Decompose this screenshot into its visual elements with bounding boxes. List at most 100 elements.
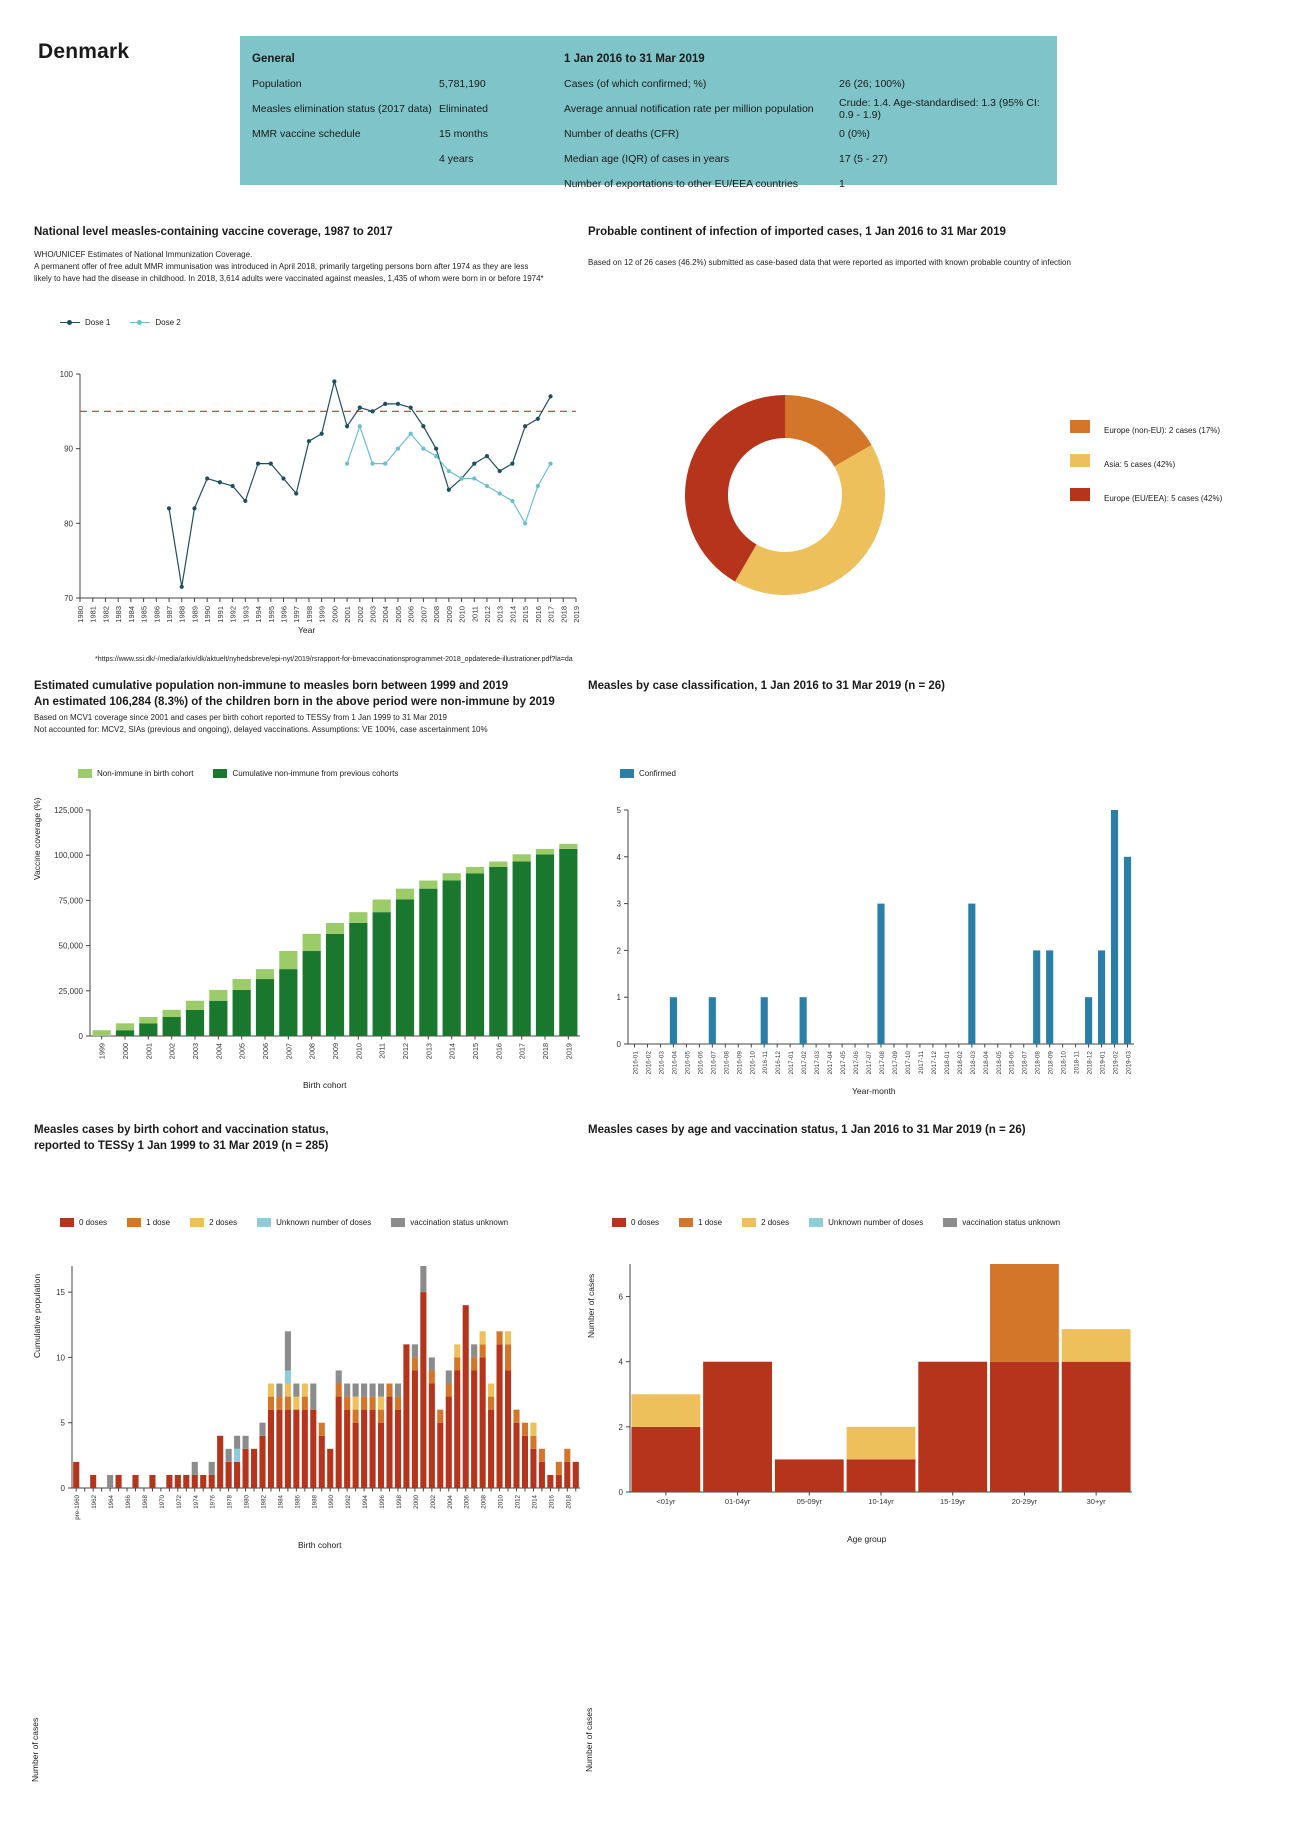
svg-text:1978: 1978 xyxy=(227,1494,234,1508)
svg-text:1997: 1997 xyxy=(292,606,301,623)
svg-text:2017-06: 2017-06 xyxy=(853,1051,860,1075)
svg-text:1990: 1990 xyxy=(328,1494,335,1508)
svg-text:2018-08: 2018-08 xyxy=(1035,1051,1042,1075)
x-axis-title: Year-month xyxy=(852,1086,896,1096)
legend-item[interactable]: Unknown number of doses xyxy=(257,1218,371,1227)
svg-text:10: 10 xyxy=(56,1353,65,1362)
legend-label: Europe (non-EU): 2 cases (17%) xyxy=(1104,426,1221,435)
x-axis-title: Birth cohort xyxy=(298,1540,342,1550)
legend-item-dose1[interactable]: Dose 1 xyxy=(60,318,110,327)
svg-text:2005: 2005 xyxy=(238,1043,247,1059)
legend-label: 2 doses xyxy=(761,1218,790,1227)
legend-label: 1 dose xyxy=(698,1218,723,1227)
svg-text:2017-09: 2017-09 xyxy=(892,1051,899,1075)
svg-text:2016-05: 2016-05 xyxy=(684,1051,691,1075)
legend-item[interactable]: 1 dose xyxy=(679,1218,722,1227)
legend-item-non-immune-in-cohort[interactable]: Non-immune in birth cohort xyxy=(78,769,193,778)
info-value: Eliminated xyxy=(439,102,489,115)
svg-text:1999: 1999 xyxy=(318,606,327,623)
svg-text:2019-02: 2019-02 xyxy=(1113,1051,1120,1075)
svg-text:2016: 2016 xyxy=(548,1494,555,1508)
y-axis-title: Number of cases xyxy=(30,1717,40,1782)
legend-label: Confirmed xyxy=(639,769,676,778)
info-period-header: 1 Jan 2016 to 31 Mar 2019 xyxy=(564,52,705,65)
svg-text:2010: 2010 xyxy=(498,1494,505,1508)
svg-text:2: 2 xyxy=(619,1423,624,1432)
svg-text:25,000: 25,000 xyxy=(59,987,84,996)
legend-item[interactable]: 1 dose xyxy=(127,1218,170,1227)
svg-text:2018-09: 2018-09 xyxy=(1048,1051,1055,1075)
svg-text:90: 90 xyxy=(64,445,73,454)
color-swatch-icon xyxy=(612,1218,626,1227)
panel3-title-line1: Estimated cumulative population non-immu… xyxy=(34,680,509,692)
legend-item[interactable]: 2 doses xyxy=(190,1218,237,1227)
info-value: 17 (5 - 27) xyxy=(839,152,888,165)
svg-text:1970: 1970 xyxy=(159,1494,166,1508)
svg-text:2017-07: 2017-07 xyxy=(866,1051,873,1075)
color-swatch-icon xyxy=(1070,420,1090,433)
info-label: Population xyxy=(252,77,302,90)
svg-text:4: 4 xyxy=(619,1358,624,1367)
legend-item-cumulative-non-immune[interactable]: Cumulative non-immune from previous coho… xyxy=(213,769,398,778)
color-swatch-icon xyxy=(1070,454,1090,467)
legend-item[interactable]: 0 doses xyxy=(612,1218,659,1227)
svg-text:70: 70 xyxy=(64,594,73,603)
dose2-line-icon xyxy=(130,320,151,326)
panel5-legend: 0 doses 1 dose 2 doses Unknown number of do… xyxy=(60,1218,522,1227)
svg-text:2016-03: 2016-03 xyxy=(658,1051,665,1075)
svg-text:2012: 2012 xyxy=(401,1043,410,1059)
svg-text:1983: 1983 xyxy=(114,606,123,623)
legend-label: vaccination status unknown xyxy=(410,1218,509,1227)
svg-text:0: 0 xyxy=(79,1032,84,1041)
legend-item[interactable]: Unknown number of doses xyxy=(809,1218,923,1227)
info-general-header: General xyxy=(252,52,295,65)
svg-text:2008: 2008 xyxy=(432,606,441,623)
svg-text:2017-05: 2017-05 xyxy=(840,1051,847,1075)
svg-text:2018: 2018 xyxy=(541,1043,550,1059)
color-swatch-icon xyxy=(943,1218,958,1227)
legend-label: 2 doses xyxy=(209,1218,238,1227)
legend-item[interactable]: Asia: 5 cases (42%) xyxy=(1070,454,1222,472)
legend-item[interactable]: vaccination status unknown xyxy=(943,1218,1060,1227)
svg-text:2009: 2009 xyxy=(445,606,454,623)
svg-text:2017: 2017 xyxy=(518,1043,527,1059)
svg-text:2016-07: 2016-07 xyxy=(710,1051,717,1075)
table-row: Number of exportations to other EU/EEA c… xyxy=(564,171,1045,196)
legend-item[interactable]: 0 doses xyxy=(60,1218,107,1227)
legend-item[interactable]: vaccination status unknown xyxy=(391,1218,508,1227)
legend-item-confirmed[interactable]: Confirmed xyxy=(620,769,676,778)
svg-text:1982: 1982 xyxy=(261,1494,268,1508)
svg-text:1964: 1964 xyxy=(108,1494,115,1508)
svg-text:2018-12: 2018-12 xyxy=(1087,1051,1094,1075)
legend-label: Asia: 5 cases (42%) xyxy=(1104,460,1176,469)
panel5-title-line2: reported to TESSy 1 Jan 1999 to 31 Mar 2… xyxy=(34,1140,329,1152)
panel1-subtitle-line2: A permanent offer of free adult MMR immu… xyxy=(34,262,529,271)
svg-text:2: 2 xyxy=(617,946,622,955)
age-group-vaccination-status-chart: Number of cases 0 2 4 6 <01yr 01-04yr 05-09yr 1… xyxy=(582,1252,1142,1772)
svg-text:2014: 2014 xyxy=(531,1494,538,1508)
svg-text:2006: 2006 xyxy=(261,1043,270,1059)
svg-text:1986: 1986 xyxy=(294,1494,301,1508)
legend-item[interactable]: Europe (non-EU): 2 cases (17%) xyxy=(1070,420,1222,438)
legend-item[interactable]: 2 doses xyxy=(742,1218,789,1227)
table-row: Median age (IQR) of cases in years 17 (5 … xyxy=(564,146,1045,171)
svg-text:2007: 2007 xyxy=(419,606,428,623)
svg-text:2010: 2010 xyxy=(458,606,467,623)
svg-text:1989: 1989 xyxy=(190,606,199,623)
legend-label: Unknown number of doses xyxy=(828,1218,924,1227)
svg-text:4: 4 xyxy=(617,853,622,862)
svg-text:1992: 1992 xyxy=(229,606,238,623)
svg-text:2017: 2017 xyxy=(547,606,556,623)
svg-text:2017-01: 2017-01 xyxy=(788,1051,795,1075)
svg-text:1962: 1962 xyxy=(91,1494,98,1508)
table-row: Measles elimination status (2017 data) El… xyxy=(252,96,540,121)
legend-item-dose2[interactable]: Dose 2 xyxy=(130,318,181,327)
svg-text:125,000: 125,000 xyxy=(54,806,83,815)
svg-text:2016-11: 2016-11 xyxy=(762,1051,769,1074)
legend-item[interactable]: Europe (EU/EEA): 5 cases (42%) xyxy=(1070,488,1222,506)
svg-text:2016-02: 2016-02 xyxy=(645,1051,652,1075)
panel4-legend: Confirmed xyxy=(620,769,690,778)
svg-text:2017-08: 2017-08 xyxy=(879,1051,886,1075)
y-axis-title: Number of cases xyxy=(584,1707,594,1772)
svg-text:1998: 1998 xyxy=(396,1494,403,1508)
